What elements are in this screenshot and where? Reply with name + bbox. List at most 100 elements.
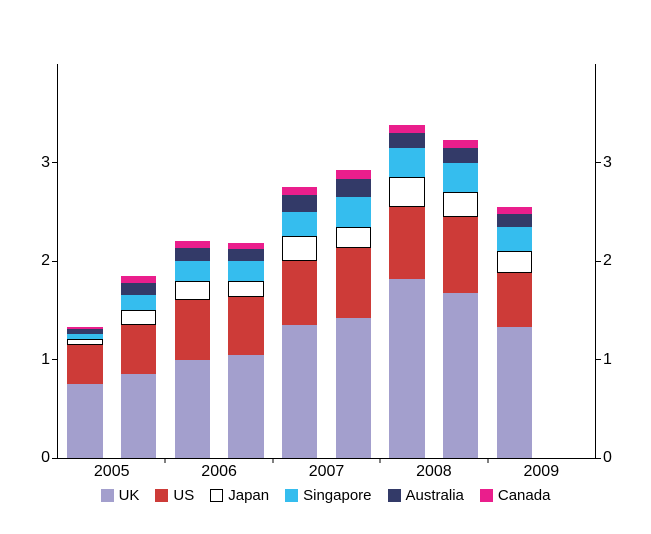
- y-axis-tick-label: 0: [603, 449, 612, 466]
- x-axis-year-label: 2005: [93, 463, 130, 480]
- legend-item-canada: Canada: [479, 487, 551, 504]
- bar-segment-us: [174, 300, 210, 360]
- bar-segment-japan: [443, 192, 479, 217]
- bar-segment-uk: [281, 325, 318, 458]
- bar-segment-us: [228, 297, 264, 355]
- bar-slot: [219, 64, 273, 458]
- bar-slot: [488, 64, 542, 458]
- legend-swatch-japan: [210, 489, 224, 502]
- stacked-bar: [443, 64, 479, 458]
- y-axis-tick-label: 3: [603, 153, 612, 171]
- bar-segment-australia: [281, 195, 318, 212]
- y-axis-tick-mark: [595, 457, 601, 459]
- bar-segment-australia: [443, 147, 479, 163]
- x-axis-year-label: 2006: [201, 463, 237, 480]
- stacked-bar: [174, 64, 210, 458]
- bar-segment-canada: [174, 241, 210, 249]
- y-axis-tick-label: 1: [41, 350, 50, 368]
- x-axis-tick-mark: [164, 458, 166, 463]
- legend-item-us: US: [155, 487, 194, 504]
- bar-segment-canada: [120, 275, 157, 283]
- y-axis-tick-label: 2: [603, 252, 612, 269]
- legend-label: Canada: [497, 487, 551, 504]
- bar-segment-uk: [443, 292, 479, 458]
- legend-label: Japan: [228, 487, 270, 504]
- stacked-bar: [281, 64, 318, 458]
- bar-segment-canada: [281, 187, 318, 196]
- bar-slot: [380, 64, 434, 458]
- y-axis-tick-mark: [52, 457, 58, 459]
- y-axis-tick-mark: [52, 162, 58, 163]
- bar-slot: [273, 64, 327, 458]
- x-axis-tick-mark: [487, 458, 489, 463]
- legend-label: UK: [118, 487, 140, 504]
- y-axis-tick-label: 2: [41, 252, 50, 269]
- bar-segment-canada: [443, 139, 479, 148]
- bar-segment-singapore: [443, 162, 479, 193]
- stacked-bar: [335, 64, 372, 458]
- bar-segment-australia: [67, 328, 103, 334]
- y-axis-tick-label: 1: [603, 350, 612, 368]
- plot-area: 0 0 1 1 2 2 3 3 2005 2006 2007 2008 2009: [41, 64, 612, 480]
- bar-segment-canada: [496, 206, 533, 214]
- bar-segment-japan: [389, 177, 425, 207]
- bar-segment-japan: [174, 280, 210, 301]
- bar-segment-canada: [67, 327, 103, 329]
- bar-segment-singapore: [67, 333, 103, 339]
- bar-segment-australia: [389, 132, 425, 148]
- x-axis-year-label: 2009: [523, 463, 560, 480]
- bar-segment-australia: [496, 213, 533, 227]
- bar-segment-australia: [228, 249, 264, 261]
- bar-segment-us: [496, 272, 533, 327]
- bar-segment-japan: [228, 280, 264, 298]
- legend-label: Australia: [405, 487, 464, 504]
- legend-label: US: [173, 487, 195, 504]
- bar-segment-us: [389, 206, 425, 279]
- bar-segment-us: [443, 216, 479, 293]
- x-axis-tick-mark: [379, 458, 381, 463]
- bar-segment-japan: [120, 310, 157, 326]
- bar-slot: [112, 64, 166, 458]
- y-axis-tick-mark: [595, 162, 601, 163]
- legend-swatch-uk: [100, 489, 114, 502]
- y-axis-tick-label: 0: [41, 449, 50, 466]
- x-axis-year-label: 2007: [308, 463, 345, 480]
- legend-item-singapore: Singapore: [285, 487, 372, 504]
- bar-segment-us: [335, 248, 372, 319]
- x-axis-year-label: 2008: [416, 463, 452, 480]
- bar-segment-uk: [67, 384, 103, 458]
- bar-segment-uk: [120, 374, 157, 458]
- bar-segment-japan: [335, 226, 372, 249]
- bar-segment-singapore: [228, 261, 264, 281]
- stacked-bar: [228, 64, 264, 458]
- y-axis-tick-label: 3: [41, 153, 50, 171]
- legend-item-japan: Japan: [210, 487, 269, 504]
- bar-segment-singapore: [120, 295, 157, 311]
- legend: UK US Japan Singapore Australia Canada: [0, 487, 651, 504]
- bar-segment-canada: [228, 243, 264, 250]
- legend-item-australia: Australia: [387, 487, 464, 504]
- stacked-bar: [67, 64, 103, 458]
- bar-segment-uk: [389, 278, 425, 458]
- bar-segment-singapore: [496, 226, 533, 252]
- y-axis-tick-mark: [52, 260, 58, 262]
- legend-item-uk: UK: [100, 487, 140, 504]
- y-axis-tick-mark: [595, 260, 601, 262]
- bar-segment-australia: [335, 179, 372, 197]
- bar-segment-japan: [496, 251, 533, 273]
- bar-segment-us: [281, 261, 318, 326]
- y-axis-tick-mark: [595, 359, 601, 360]
- bar-segment-uk: [496, 327, 533, 458]
- bar-slot: [58, 64, 112, 458]
- bar-segment-singapore: [281, 211, 318, 237]
- legend-swatch-singapore: [285, 489, 299, 502]
- y-axis-tick-mark: [52, 359, 58, 360]
- bar-slot: [327, 64, 381, 458]
- bar-segment-australia: [120, 282, 157, 296]
- stacked-bar: [389, 64, 425, 458]
- bar-segment-canada: [335, 170, 372, 180]
- legend-swatch-us: [155, 489, 169, 502]
- x-axis-tick-mark: [272, 458, 274, 463]
- bar-segment-us: [120, 325, 157, 375]
